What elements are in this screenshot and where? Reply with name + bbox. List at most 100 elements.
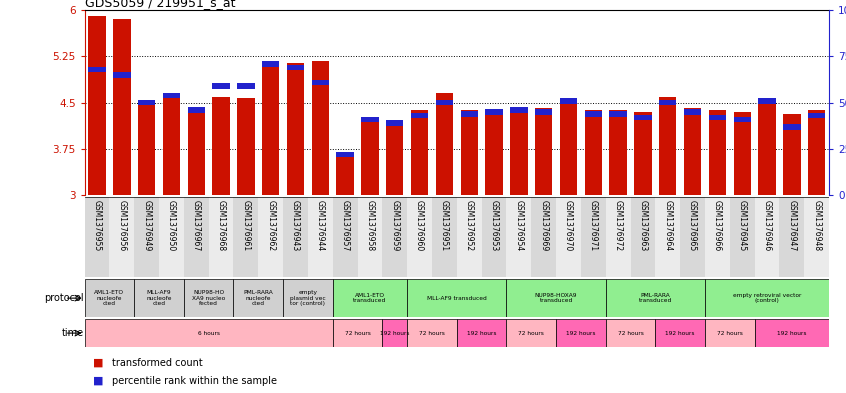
- Bar: [783, 114, 800, 195]
- Bar: [407, 197, 432, 277]
- Bar: [283, 197, 308, 277]
- Text: GSM1376963: GSM1376963: [639, 200, 647, 251]
- Bar: [808, 113, 826, 118]
- Bar: [606, 319, 656, 347]
- Bar: [332, 279, 407, 317]
- Bar: [606, 197, 630, 277]
- Bar: [680, 197, 705, 277]
- Bar: [779, 197, 805, 277]
- Bar: [386, 120, 404, 195]
- Bar: [88, 67, 106, 72]
- Text: MLL-AF9
nucleofe
cted: MLL-AF9 nucleofe cted: [146, 290, 172, 306]
- Bar: [184, 197, 209, 277]
- Bar: [684, 108, 701, 195]
- Bar: [783, 124, 800, 130]
- Text: GSM1376950: GSM1376950: [167, 200, 176, 251]
- Text: GSM1376945: GSM1376945: [738, 200, 747, 251]
- Bar: [233, 279, 283, 317]
- Bar: [510, 107, 528, 113]
- Bar: [486, 110, 503, 195]
- Text: percentile rank within the sample: percentile rank within the sample: [112, 376, 277, 386]
- Bar: [630, 197, 656, 277]
- Bar: [609, 111, 627, 117]
- Bar: [560, 98, 577, 104]
- Text: GSM1376953: GSM1376953: [490, 200, 498, 251]
- Bar: [209, 197, 233, 277]
- Bar: [233, 197, 258, 277]
- Text: ■: ■: [93, 376, 103, 386]
- Text: GSM1376948: GSM1376948: [812, 200, 821, 251]
- Bar: [705, 279, 829, 317]
- Bar: [733, 112, 751, 195]
- Bar: [808, 110, 826, 195]
- Bar: [507, 279, 606, 317]
- Bar: [332, 197, 358, 277]
- Text: PML-RARA
nucleofe
cted: PML-RARA nucleofe cted: [244, 290, 273, 306]
- Bar: [311, 61, 329, 195]
- Text: PML-RARA
transduced: PML-RARA transduced: [639, 293, 672, 303]
- Text: 192 hours: 192 hours: [467, 331, 497, 336]
- Bar: [237, 98, 255, 195]
- Bar: [188, 107, 205, 113]
- Bar: [460, 110, 478, 195]
- Text: GSM1376968: GSM1376968: [217, 200, 226, 251]
- Text: 192 hours: 192 hours: [777, 331, 806, 336]
- Bar: [411, 113, 428, 118]
- Bar: [184, 279, 233, 317]
- Bar: [556, 319, 606, 347]
- Text: GSM1376970: GSM1376970: [564, 200, 573, 251]
- Text: 72 hours: 72 hours: [419, 331, 445, 336]
- Text: 6 hours: 6 hours: [198, 331, 220, 336]
- Text: GSM1376960: GSM1376960: [415, 200, 424, 251]
- Bar: [308, 197, 332, 277]
- Text: 72 hours: 72 hours: [618, 331, 644, 336]
- Bar: [382, 197, 407, 277]
- Text: GSM1376972: GSM1376972: [613, 200, 623, 251]
- Text: 72 hours: 72 hours: [717, 331, 743, 336]
- Bar: [85, 279, 135, 317]
- Bar: [656, 197, 680, 277]
- Bar: [358, 197, 382, 277]
- Text: GSM1376947: GSM1376947: [788, 200, 796, 251]
- Bar: [337, 152, 354, 157]
- Bar: [531, 197, 556, 277]
- Text: GSM1376949: GSM1376949: [142, 200, 151, 251]
- Text: NUP98-HOXA9
transduced: NUP98-HOXA9 transduced: [535, 293, 577, 303]
- Text: ■: ■: [93, 358, 103, 368]
- Bar: [755, 197, 779, 277]
- Text: NUP98-HO
XA9 nucleo
fected: NUP98-HO XA9 nucleo fected: [192, 290, 225, 306]
- Text: GSM1376946: GSM1376946: [762, 200, 772, 251]
- Bar: [659, 100, 677, 105]
- Bar: [361, 117, 379, 122]
- Bar: [337, 157, 354, 195]
- Bar: [212, 97, 230, 195]
- Bar: [436, 100, 453, 105]
- Bar: [407, 279, 507, 317]
- Text: 72 hours: 72 hours: [519, 331, 544, 336]
- Bar: [361, 123, 379, 195]
- Bar: [159, 197, 184, 277]
- Bar: [457, 319, 507, 347]
- Bar: [634, 115, 651, 120]
- Text: 192 hours: 192 hours: [566, 331, 596, 336]
- Bar: [460, 111, 478, 117]
- Text: GSM1376955: GSM1376955: [92, 200, 102, 251]
- Bar: [507, 197, 531, 277]
- Bar: [758, 98, 776, 104]
- Text: 72 hours: 72 hours: [344, 331, 371, 336]
- Bar: [510, 108, 528, 195]
- Text: AML1-ETO
nucleofe
cted: AML1-ETO nucleofe cted: [95, 290, 124, 306]
- Text: GSM1376961: GSM1376961: [241, 200, 250, 251]
- Bar: [138, 100, 156, 105]
- Bar: [730, 197, 755, 277]
- Bar: [805, 197, 829, 277]
- Text: GSM1376959: GSM1376959: [390, 200, 399, 251]
- Bar: [382, 319, 407, 347]
- Bar: [755, 319, 829, 347]
- Text: AML1-ETO
transduced: AML1-ETO transduced: [354, 293, 387, 303]
- Bar: [162, 92, 180, 98]
- Bar: [486, 109, 503, 115]
- Bar: [135, 197, 159, 277]
- Text: 192 hours: 192 hours: [380, 331, 409, 336]
- Bar: [113, 20, 130, 195]
